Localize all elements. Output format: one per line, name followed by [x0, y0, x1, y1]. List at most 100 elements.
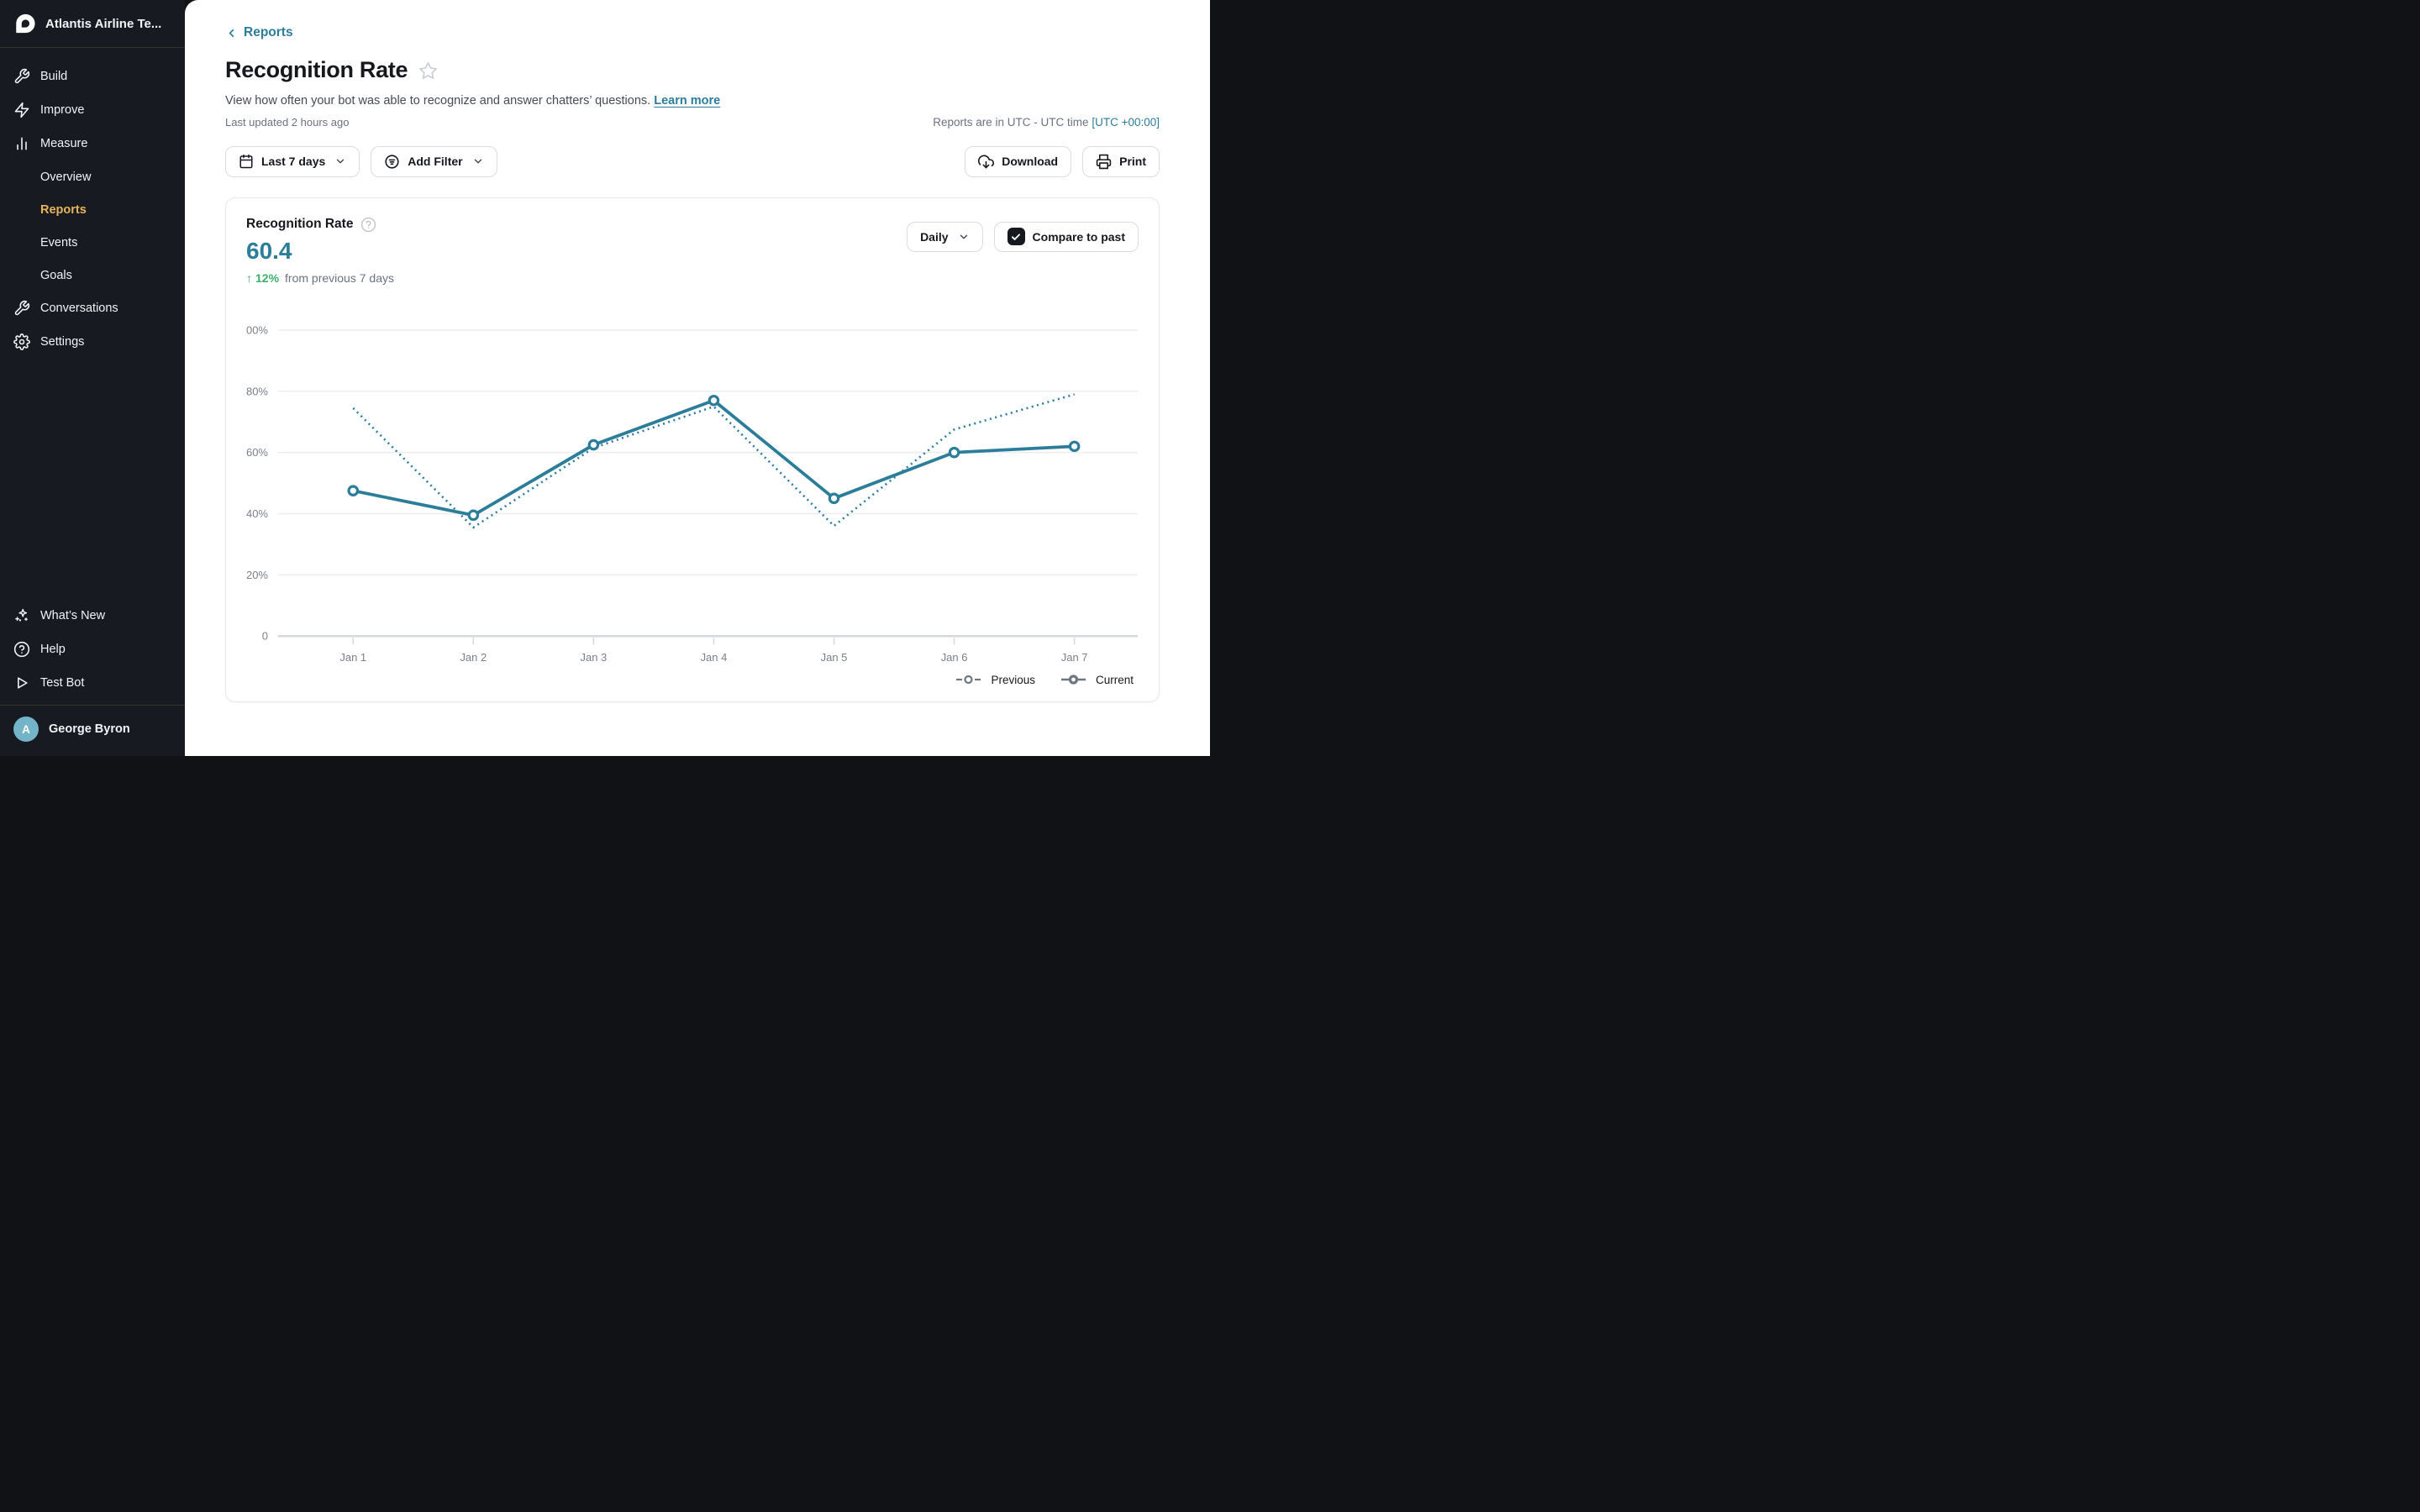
- breadcrumb-label: Reports: [244, 25, 293, 39]
- recognition-rate-card: Recognition Rate 60.4 ↑ 12% from previou…: [225, 197, 1160, 702]
- svg-text:100%: 100%: [246, 323, 268, 336]
- legend-current-symbol: [1060, 675, 1086, 685]
- sidebar-item-label: Settings: [40, 335, 85, 349]
- metric-label: Recognition Rate: [246, 217, 354, 231]
- svg-text:Jan 4: Jan 4: [701, 651, 728, 664]
- download-button[interactable]: Download: [965, 145, 1072, 177]
- workspace-title: Atlantis Airline Te...: [45, 16, 162, 31]
- star-icon[interactable]: [418, 61, 438, 81]
- sidebar-item-label: What’s New: [40, 609, 106, 622]
- metric-value: 60.4: [246, 237, 292, 264]
- gear-icon: [13, 333, 30, 350]
- sidebar-item-label: Reports: [40, 202, 87, 217]
- question-circle-icon: [13, 641, 30, 658]
- sidebar-item-label: Goals: [40, 268, 72, 282]
- legend-previous-symbol: [956, 675, 981, 685]
- app-logo-icon: [13, 13, 35, 34]
- sidebar: Atlantis Airline Te... Build Improve Mea…: [0, 0, 185, 756]
- svg-text:Jan 6: Jan 6: [941, 651, 968, 664]
- interval-label: Daily: [920, 229, 949, 244]
- sidebar-item-settings[interactable]: Settings: [0, 325, 185, 359]
- cloud-download-icon: [978, 154, 995, 170]
- check-icon: [1012, 233, 1021, 240]
- sidebar-item-whats-new[interactable]: What’s New: [0, 599, 185, 633]
- user-menu[interactable]: A George Byron: [0, 706, 185, 756]
- help-circle-icon[interactable]: [360, 217, 376, 233]
- utc-timezone-link[interactable]: [UTC +00:00]: [1092, 115, 1160, 129]
- sidebar-item-label: Measure: [40, 137, 88, 150]
- download-label: Download: [1002, 155, 1059, 168]
- line-chart-svg: 100% 80% 60% 40% 20% 0 Jan 1 Jan 2 Jan 3 Jan 4 Jan…: [246, 323, 1138, 664]
- date-range-label: Last 7 days: [261, 155, 326, 168]
- sidebar-item-label: Improve: [40, 103, 85, 117]
- legend-previous-label: Previous: [991, 673, 1035, 686]
- svg-text:Jan 7: Jan 7: [1061, 651, 1088, 664]
- page-description: View how often your bot was able to reco…: [225, 93, 651, 108]
- sidebar-item-reports[interactable]: Reports: [0, 193, 185, 226]
- sidebar-item-conversations[interactable]: Conversations: [0, 291, 185, 325]
- date-range-button[interactable]: Last 7 days: [225, 145, 360, 177]
- svg-text:Jan 2: Jan 2: [460, 651, 487, 664]
- calendar-icon: [239, 154, 254, 169]
- svg-text:20%: 20%: [246, 568, 268, 580]
- chevron-left-icon: [225, 27, 238, 39]
- sidebar-item-measure[interactable]: Measure: [0, 127, 185, 160]
- sidebar-bottom: What’s New Help Test Bot: [0, 599, 185, 705]
- checkbox-checked: [1007, 228, 1025, 245]
- sidebar-item-test-bot[interactable]: Test Bot: [0, 666, 185, 700]
- sidebar-item-label: Help: [40, 643, 66, 656]
- arrow-up-icon: ↑: [246, 270, 252, 285]
- breadcrumb[interactable]: Reports: [225, 25, 293, 40]
- add-filter-label: Add Filter: [408, 155, 463, 168]
- utc-note: Reports are in UTC - UTC time [UTC +00:0…: [933, 116, 1160, 129]
- sidebar-item-improve[interactable]: Improve: [0, 93, 185, 127]
- chevron-down-icon: [334, 155, 346, 167]
- sidebar-item-label: Conversations: [40, 302, 118, 315]
- play-icon: [13, 675, 30, 691]
- add-filter-button[interactable]: Add Filter: [371, 145, 497, 177]
- wrench-icon: [13, 68, 30, 85]
- sidebar-nav: Build Improve Measure Overview Reports E…: [0, 48, 185, 359]
- sidebar-item-label: Build: [40, 70, 68, 83]
- bolt-icon: [13, 102, 30, 118]
- learn-more-link[interactable]: Learn more: [654, 93, 721, 108]
- last-updated: Last updated 2 hours ago: [225, 115, 350, 129]
- sidebar-divider-top: [0, 47, 185, 48]
- legend-previous: Previous: [955, 674, 1035, 686]
- bar-chart-icon: [13, 135, 30, 152]
- sidebar-item-build[interactable]: Build: [0, 60, 185, 93]
- wrench-icon: [13, 300, 30, 317]
- svg-text:80%: 80%: [246, 385, 268, 397]
- print-button[interactable]: Print: [1082, 145, 1160, 177]
- user-name: George Byron: [49, 722, 130, 736]
- sidebar-spacer: [0, 359, 185, 599]
- sidebar-item-help[interactable]: Help: [0, 633, 185, 666]
- printer-icon: [1096, 154, 1112, 170]
- svg-text:Jan 5: Jan 5: [821, 651, 848, 664]
- sidebar-item-label: Events: [40, 235, 78, 249]
- sidebar-item-label: Test Bot: [40, 676, 85, 690]
- chart-legend: Previous Current: [246, 674, 1139, 686]
- compare-to-past-toggle[interactable]: Compare to past: [993, 221, 1139, 252]
- svg-text:Jan 3: Jan 3: [581, 651, 608, 664]
- page-title: Recognition Rate: [225, 56, 408, 82]
- sidebar-item-events[interactable]: Events: [0, 226, 185, 259]
- utc-note-text: Reports are in UTC - UTC time: [933, 115, 1089, 129]
- workspace-switcher[interactable]: Atlantis Airline Te...: [0, 0, 185, 47]
- filter-icon: [384, 154, 400, 170]
- svg-text:0: 0: [262, 629, 268, 642]
- svg-text:Jan 1: Jan 1: [339, 651, 366, 664]
- interval-select[interactable]: Daily: [907, 221, 983, 252]
- delta-caption: from previous 7 days: [285, 270, 394, 285]
- main-content: Reports Recognition Rate View how often …: [185, 0, 1210, 756]
- sidebar-item-goals[interactable]: Goals: [0, 259, 185, 291]
- svg-text:40%: 40%: [246, 507, 268, 520]
- sidebar-item-label: Overview: [40, 170, 92, 184]
- metric-delta: ↑ 12% from previous 7 days: [246, 271, 394, 285]
- compare-label: Compare to past: [1032, 229, 1125, 244]
- avatar: A: [13, 717, 39, 742]
- sparkles-icon: [13, 607, 30, 624]
- sidebar-item-overview[interactable]: Overview: [0, 160, 185, 193]
- metric-block: Recognition Rate 60.4 ↑ 12% from previou…: [246, 217, 394, 285]
- recognition-rate-chart: 100% 80% 60% 40% 20% 0 Jan 1 Jan 2 Jan 3 Jan 4 Jan…: [246, 305, 1139, 670]
